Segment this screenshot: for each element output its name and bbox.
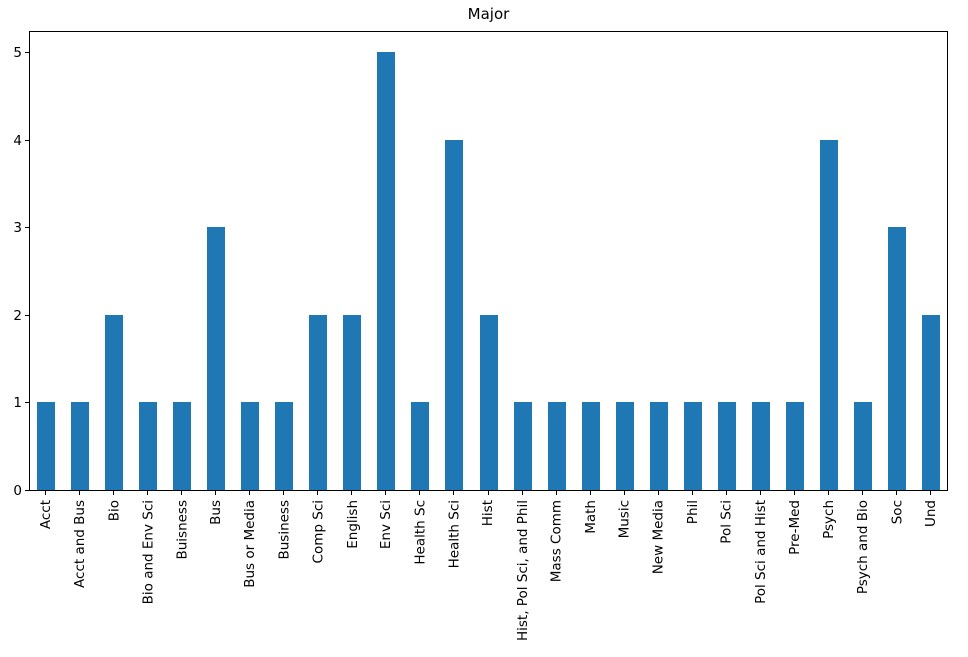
- bar: [819, 139, 838, 490]
- x-tick-label: Psych: [820, 500, 837, 539]
- bar: [377, 51, 396, 490]
- x-tick-mark: [351, 491, 353, 495]
- y-tick-mark: [25, 490, 29, 491]
- bar: [513, 402, 532, 490]
- bar: [241, 402, 260, 490]
- x-tick-mark: [861, 491, 863, 495]
- x-tick-label: Buisness: [174, 500, 191, 560]
- x-tick-label: Bio and Env Sci: [140, 500, 157, 605]
- x-tick-label: Pol Sci: [718, 500, 735, 544]
- x-tick-mark: [589, 491, 591, 495]
- bar: [173, 402, 192, 490]
- chart-title: Major: [467, 5, 510, 23]
- x-tick-mark: [827, 491, 829, 495]
- x-tick-mark: [895, 491, 897, 495]
- bar: [37, 402, 56, 490]
- x-tick-mark: [521, 491, 523, 495]
- y-tick-label: 2: [13, 307, 22, 324]
- bar: [649, 402, 668, 490]
- y-tick-label: 3: [13, 220, 22, 237]
- bar: [921, 314, 940, 490]
- x-tick-label: Math: [582, 500, 599, 534]
- x-tick-mark: [759, 491, 761, 495]
- bar: [547, 402, 566, 490]
- y-tick-label: 0: [13, 483, 22, 499]
- x-tick-mark: [623, 491, 625, 495]
- x-tick-mark: [691, 491, 693, 495]
- bar: [683, 402, 702, 490]
- x-tick-mark: [79, 491, 81, 495]
- x-tick-label: Phil: [684, 500, 701, 525]
- x-tick-mark: [657, 491, 659, 495]
- x-tick-mark: [453, 491, 455, 495]
- x-tick-label: Pol Sci and Hist: [752, 500, 769, 604]
- bar: [785, 402, 804, 490]
- x-tick-label: Business: [276, 500, 293, 560]
- x-tick-label: Mass Comm: [548, 500, 565, 583]
- x-tick-mark: [249, 491, 251, 495]
- x-tick-label: Acct: [38, 500, 55, 530]
- y-tick-mark: [25, 51, 29, 53]
- bar: [717, 402, 736, 490]
- x-tick-label: Acct and Bus: [72, 500, 89, 588]
- y-tick-label: 1: [13, 395, 22, 412]
- x-tick-label: Hist: [480, 500, 497, 527]
- bar: [615, 402, 634, 490]
- x-tick-mark: [419, 491, 421, 495]
- x-tick-mark: [147, 491, 149, 495]
- plot-area: [29, 31, 948, 491]
- y-tick-mark: [25, 139, 29, 141]
- x-tick-mark: [555, 491, 557, 495]
- x-tick-label: Soc: [888, 500, 905, 525]
- x-tick-mark: [181, 491, 183, 495]
- x-tick-mark: [283, 491, 285, 495]
- bar: [275, 402, 294, 490]
- bar: [751, 402, 770, 490]
- x-tick-label: English: [344, 500, 361, 549]
- y-tick-mark: [25, 227, 29, 229]
- x-tick-mark: [793, 491, 795, 495]
- x-tick-label: Bio: [106, 500, 123, 522]
- x-tick-label: Bus or Media: [242, 500, 259, 588]
- x-tick-mark: [929, 491, 931, 495]
- y-tick-label: 5: [13, 44, 22, 61]
- x-tick-label: Health Sci: [446, 500, 463, 569]
- bar: [207, 227, 226, 490]
- x-tick-label: Und: [922, 500, 939, 528]
- x-tick-mark: [385, 491, 387, 495]
- bar: [445, 139, 464, 490]
- bar: [479, 314, 498, 490]
- x-tick-label: Music: [616, 500, 633, 539]
- x-tick-mark: [317, 491, 319, 495]
- x-tick-label: Env Sci: [378, 500, 395, 550]
- x-tick-label: Psych and Bio: [854, 500, 871, 595]
- x-tick-label: Health Sc: [412, 500, 429, 565]
- x-tick-mark: [725, 491, 727, 495]
- bar: [581, 402, 600, 490]
- bar: [411, 402, 430, 490]
- x-tick-label: Hist, Pol Sci, and Phil: [514, 500, 531, 641]
- x-tick-mark: [215, 491, 217, 495]
- x-tick-mark: [113, 491, 115, 495]
- bar: [343, 314, 362, 490]
- bar: [887, 227, 906, 490]
- bar: [309, 314, 328, 490]
- bar: [71, 402, 90, 490]
- x-tick-mark: [45, 491, 47, 495]
- y-tick-mark: [25, 314, 29, 316]
- x-tick-label: Pre-Med: [786, 500, 803, 555]
- y-tick-label: 4: [13, 132, 22, 149]
- bar: [105, 314, 124, 490]
- x-tick-mark: [487, 491, 489, 495]
- x-tick-label: Bus: [208, 500, 225, 525]
- x-tick-label: New Media: [650, 500, 667, 575]
- bar: [139, 402, 158, 490]
- x-tick-label: Comp Sci: [310, 500, 327, 564]
- bar: [853, 402, 872, 490]
- y-tick-mark: [25, 402, 29, 404]
